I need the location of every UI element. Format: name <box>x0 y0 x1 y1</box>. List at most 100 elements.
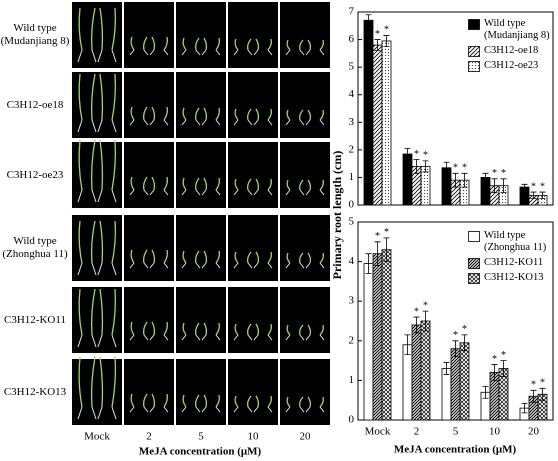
seedling-shoot <box>267 38 273 51</box>
seedling-root <box>163 334 169 341</box>
seedling-root <box>201 49 207 56</box>
bar <box>402 153 413 206</box>
column-label: 5 <box>198 431 204 443</box>
seedling-root <box>91 334 97 348</box>
legend-label: C3H12-KO11 <box>484 257 544 268</box>
photo-cell <box>176 72 226 138</box>
seedling-shoot <box>255 395 260 408</box>
seedling-shoot <box>234 38 239 51</box>
seedling-shoot <box>90 73 96 121</box>
seedling-root <box>305 49 311 56</box>
seedling-root <box>129 406 135 413</box>
seedling-shoot <box>286 179 291 191</box>
photo-cell <box>124 72 174 138</box>
seedling-root <box>163 49 169 56</box>
seedling-root <box>253 189 259 196</box>
seedling-root <box>97 406 103 420</box>
legend-item: C3H12-oe18 <box>468 45 552 57</box>
error-bar <box>404 148 411 160</box>
seedling-shoot <box>267 108 273 121</box>
seedling-shoot <box>215 107 221 121</box>
seedling-shoot <box>246 38 252 51</box>
seedling-shoot <box>319 396 325 408</box>
photo-cell <box>124 2 174 68</box>
seedling-shoot <box>90 288 96 336</box>
legend-swatch-rect <box>468 46 480 57</box>
significance-mark: * <box>423 300 428 311</box>
photo-cell <box>228 142 278 208</box>
seedling-root <box>267 262 273 269</box>
seedling-root <box>267 189 273 196</box>
legend-label: C3H12-oe18 <box>484 45 539 56</box>
seedling-root <box>285 262 291 269</box>
seedling-shoot <box>246 178 252 191</box>
error-bar <box>443 161 450 174</box>
seedling-shoot <box>255 178 260 191</box>
x-tick-label: Mock <box>365 426 391 438</box>
seedling-root <box>111 262 117 276</box>
photo-cell <box>176 359 226 425</box>
error-bar <box>500 360 507 377</box>
seedling-shoot <box>246 323 252 336</box>
significance-mark: * <box>375 29 380 40</box>
seedling-root <box>201 262 207 269</box>
seedling-root <box>233 406 239 413</box>
seedling-shoot <box>194 107 200 121</box>
seedling-shoot <box>151 176 156 191</box>
photo-cell <box>280 287 330 353</box>
x-tick-label: 5 <box>453 426 459 438</box>
legend-swatch-rect <box>468 61 480 72</box>
seedling-root <box>299 189 305 196</box>
legend-item: Wild type (Zhonghua 11) <box>468 230 552 254</box>
seedling-shoot <box>130 321 135 336</box>
row-label: Wild type (Zhonghua 11) <box>2 235 68 260</box>
seedling-shoot <box>307 109 312 121</box>
seedling-root <box>215 49 221 56</box>
photo-cell <box>124 215 174 281</box>
error-bar <box>461 334 468 352</box>
error-bar <box>461 172 468 188</box>
seedling-root <box>233 119 239 126</box>
x-axis-label: MeJA concentration (μM) <box>394 444 517 456</box>
seedling-shoot <box>234 323 239 336</box>
significance-mark: * <box>501 168 506 179</box>
legend-swatch-rect <box>468 19 480 30</box>
seedling-shoot <box>151 321 156 336</box>
significance-mark: * <box>453 163 458 174</box>
seedling-shoot <box>151 393 156 408</box>
significance-mark: * <box>492 168 497 179</box>
seedling-root <box>97 119 103 133</box>
y-tick-label: 0 <box>349 414 355 426</box>
seedling-shoot <box>99 73 104 121</box>
seedling-root <box>111 334 117 348</box>
column-label: Mock <box>84 431 110 443</box>
seedling-shoot <box>163 176 169 191</box>
seedling-root <box>285 189 291 196</box>
seedling-shoot <box>78 139 83 191</box>
seedling-shoot <box>99 139 104 191</box>
error-bar <box>365 253 372 274</box>
seedling-root <box>305 262 311 269</box>
error-bar <box>482 385 489 399</box>
seedling-shoot <box>151 36 156 51</box>
error-bar <box>491 178 498 193</box>
seedling-shoot <box>90 7 96 51</box>
error-bar <box>539 387 546 401</box>
seedling-root <box>305 119 311 126</box>
seedling-shoot <box>319 252 325 264</box>
seedling-root <box>111 189 117 203</box>
y-axis-label: Primary root length (cm) <box>330 151 344 280</box>
error-bar <box>422 160 429 173</box>
seedling-shoot <box>142 176 148 191</box>
seedling-root <box>111 49 117 63</box>
seedling-root <box>163 119 169 126</box>
significance-mark: * <box>453 330 458 341</box>
seedling-root <box>201 119 207 126</box>
seedling-root <box>149 262 155 269</box>
legend-item: C3H12-oe23 <box>468 60 552 72</box>
seedling-root <box>77 262 83 276</box>
seedling-root <box>129 262 135 269</box>
seedling-root <box>201 406 207 413</box>
bar <box>441 368 452 421</box>
